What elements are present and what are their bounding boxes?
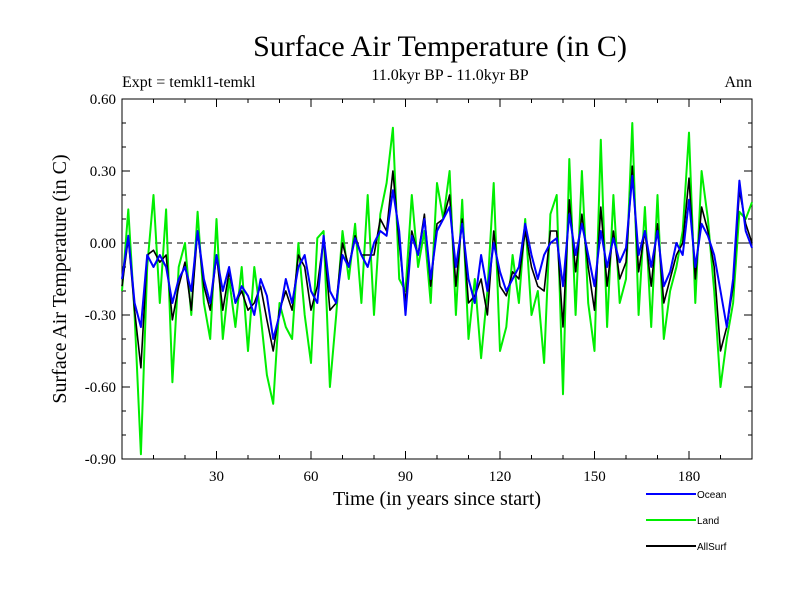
legend-land-label: Land [697, 516, 719, 527]
series-line-ocean [121, 174, 753, 340]
x-tick-label: 60 [304, 469, 319, 485]
x-tick-label: 120 [489, 469, 512, 485]
axis-ticks: 30 60 90 120 150 180 0.60 0.30 0.00 -0.30 -0.60 -0.… [85, 92, 752, 485]
y-tick-label: -0.90 [85, 452, 116, 468]
y-tick-label: -0.30 [85, 308, 116, 324]
y-tick-label: 0.00 [90, 236, 116, 252]
chart-subtitle: 11.0kyr BP - 11.0kyr BP [371, 67, 528, 84]
y-tick-label: 0.60 [90, 92, 116, 108]
series-line-allsurf [121, 165, 753, 369]
chart-title: Surface Air Temperature (in C) [253, 30, 627, 63]
y-axis-label: Surface Air Temperature (in C) [49, 154, 71, 403]
series-line-land [121, 122, 753, 456]
series-layer [121, 122, 753, 456]
y-tick-label: -0.60 [85, 380, 116, 396]
x-tick-label: 150 [583, 469, 606, 485]
x-axis-label: Time (in years since start) [333, 488, 541, 510]
experiment-label: Expt = temkl1-temkl [122, 74, 256, 91]
legend: Ocean Land AllSurf [646, 490, 727, 553]
plot-frame [121, 98, 753, 460]
x-tick-label: 90 [398, 469, 413, 485]
legend-allsurf-label: AllSurf [697, 542, 727, 553]
x-tick-label: 180 [678, 469, 701, 485]
plot-area: 30 60 90 120 150 180 0.60 0.30 0.00 -0.30 -0.60 -0.… [85, 92, 753, 485]
x-tick-label: 30 [209, 469, 224, 485]
legend-ocean-label: Ocean [697, 490, 726, 501]
season-label: Ann [724, 74, 752, 91]
y-tick-label: 0.30 [90, 164, 116, 180]
